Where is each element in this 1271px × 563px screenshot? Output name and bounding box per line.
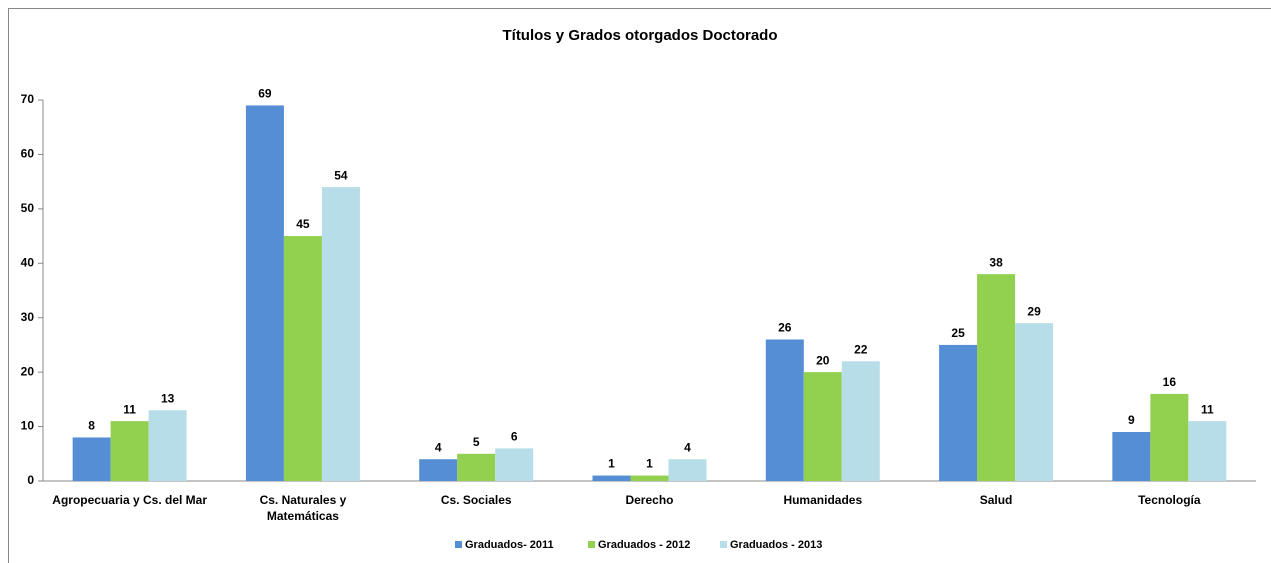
data-label: 25 — [951, 326, 965, 340]
data-label: 45 — [296, 217, 310, 231]
data-label: 9 — [1128, 413, 1135, 427]
bar — [592, 475, 631, 481]
chart-border — [8, 8, 1271, 563]
data-label: 22 — [854, 342, 868, 356]
legend-swatch — [455, 541, 462, 548]
data-label: 4 — [435, 440, 442, 454]
bar — [321, 187, 360, 482]
bar — [1112, 432, 1151, 481]
x-tick-label: Agropecuaria y Cs. del Mar — [52, 493, 207, 507]
x-tick-label: Tecnología — [1138, 493, 1201, 507]
bar — [110, 421, 149, 481]
bar — [803, 372, 842, 481]
bar — [457, 453, 496, 481]
data-label: 11 — [123, 402, 136, 416]
legend-swatch — [720, 541, 727, 548]
y-tick-label: 50 — [21, 201, 35, 215]
bar — [495, 448, 534, 481]
data-label: 29 — [1027, 304, 1041, 318]
bar — [939, 344, 978, 481]
bar — [72, 437, 111, 481]
data-label: 11 — [1201, 402, 1214, 416]
y-tick-label: 40 — [21, 255, 35, 269]
bar — [419, 459, 458, 481]
y-tick-label: 70 — [21, 92, 35, 106]
bar — [765, 339, 804, 481]
x-tick-label: Salud — [979, 493, 1013, 507]
legend-label: Graduados- 2011 — [465, 539, 554, 551]
legend-label: Graduados - 2013 — [730, 539, 822, 551]
data-label: 20 — [816, 353, 830, 367]
data-label: 5 — [473, 435, 480, 449]
legend-swatch — [588, 541, 595, 548]
y-tick-label: 30 — [21, 310, 35, 324]
data-label: 13 — [161, 391, 175, 405]
y-tick-label: 60 — [21, 147, 35, 161]
bar — [245, 105, 284, 481]
legend-label: Graduados - 2012 — [598, 539, 690, 551]
bar — [148, 410, 187, 481]
x-tick-label: Cs. Naturales y Matemáticas — [259, 493, 347, 523]
x-tick-label: Derecho — [625, 493, 674, 507]
bar — [1015, 323, 1054, 481]
bar — [283, 236, 322, 481]
data-label: 69 — [258, 87, 272, 101]
data-label: 16 — [1163, 375, 1177, 389]
data-label: 1 — [646, 457, 653, 471]
bar — [977, 274, 1016, 481]
bar — [1188, 421, 1227, 481]
data-label: 8 — [88, 419, 95, 433]
y-tick-label: 10 — [21, 419, 35, 433]
data-label: 54 — [334, 168, 348, 182]
bar — [1150, 393, 1189, 481]
y-tick-label: 0 — [27, 473, 34, 487]
data-label: 38 — [989, 255, 1003, 269]
bar — [668, 459, 707, 481]
chart-title: Títulos y Grados otorgados Doctorado — [502, 27, 777, 44]
bar — [630, 475, 669, 481]
data-label: 26 — [778, 321, 792, 335]
x-tick-label: Humanidades — [783, 493, 863, 507]
data-label: 6 — [511, 430, 518, 444]
y-tick-label: 20 — [21, 364, 35, 378]
x-tick-label: Cs. Sociales — [440, 493, 512, 507]
data-label: 1 — [608, 457, 615, 471]
data-label: 4 — [684, 440, 691, 454]
bar — [841, 361, 880, 481]
